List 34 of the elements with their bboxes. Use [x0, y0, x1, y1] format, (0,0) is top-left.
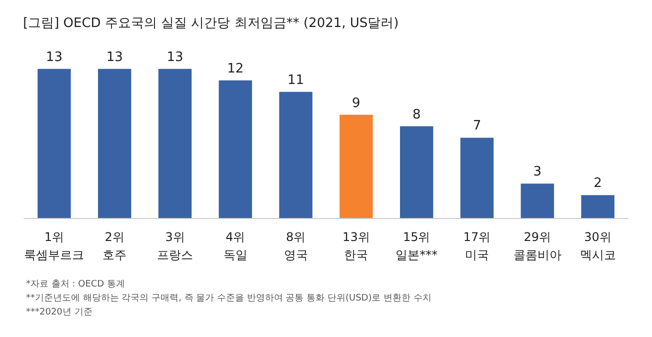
x-tick-label: 2위 호주: [102, 230, 127, 262]
bar: [98, 68, 132, 218]
text: **기준년도에 해당하는 각국의 구매력, 즉 물가 수준을 반영하여 공통 통화 단위(USD)로 변환한 수치: [26, 294, 432, 304]
bar: [520, 184, 554, 218]
bar: [460, 138, 494, 218]
x-tick-label: 29위 콜롬비아: [513, 230, 562, 262]
data-label: 12: [227, 61, 244, 76]
x-tick-label: 15위 일본***: [396, 230, 438, 262]
bar: [218, 80, 252, 218]
x-tick-label: 1위 룩셈부르크: [24, 230, 84, 262]
bar: [158, 68, 192, 218]
bar: [279, 92, 312, 218]
bar: [38, 68, 71, 218]
x-tick-label: 4위 독일: [223, 230, 248, 262]
data-label: 13: [106, 50, 123, 65]
x-tick-label: 3위 프랑스: [157, 230, 193, 262]
x-tick-label: 8위 영국: [284, 230, 308, 262]
data-label: 13: [166, 50, 184, 65]
text: *자료 출처 : OECD 통계: [26, 280, 125, 290]
bar: [581, 195, 614, 218]
chart-title: [그림] OECD 주요국의 실질 시간당 최저임금** (2021, US달러): [23, 16, 399, 31]
data-label: 8: [412, 107, 421, 122]
data-label: 11: [288, 72, 304, 88]
data-label: 7: [472, 118, 482, 134]
data-label: 13: [46, 50, 62, 65]
x-tick-label: 17위 미국: [463, 230, 491, 262]
x-tick-label: 30위 멕시코: [580, 230, 616, 262]
data-label: 9: [352, 96, 360, 111]
bar: [340, 114, 373, 218]
x-tick-label: 13위 한국: [342, 230, 370, 262]
data-label: 2: [594, 176, 602, 192]
data-label: 3: [533, 164, 542, 180]
bar: [400, 126, 434, 218]
text: ***2020년 기준: [26, 308, 92, 318]
